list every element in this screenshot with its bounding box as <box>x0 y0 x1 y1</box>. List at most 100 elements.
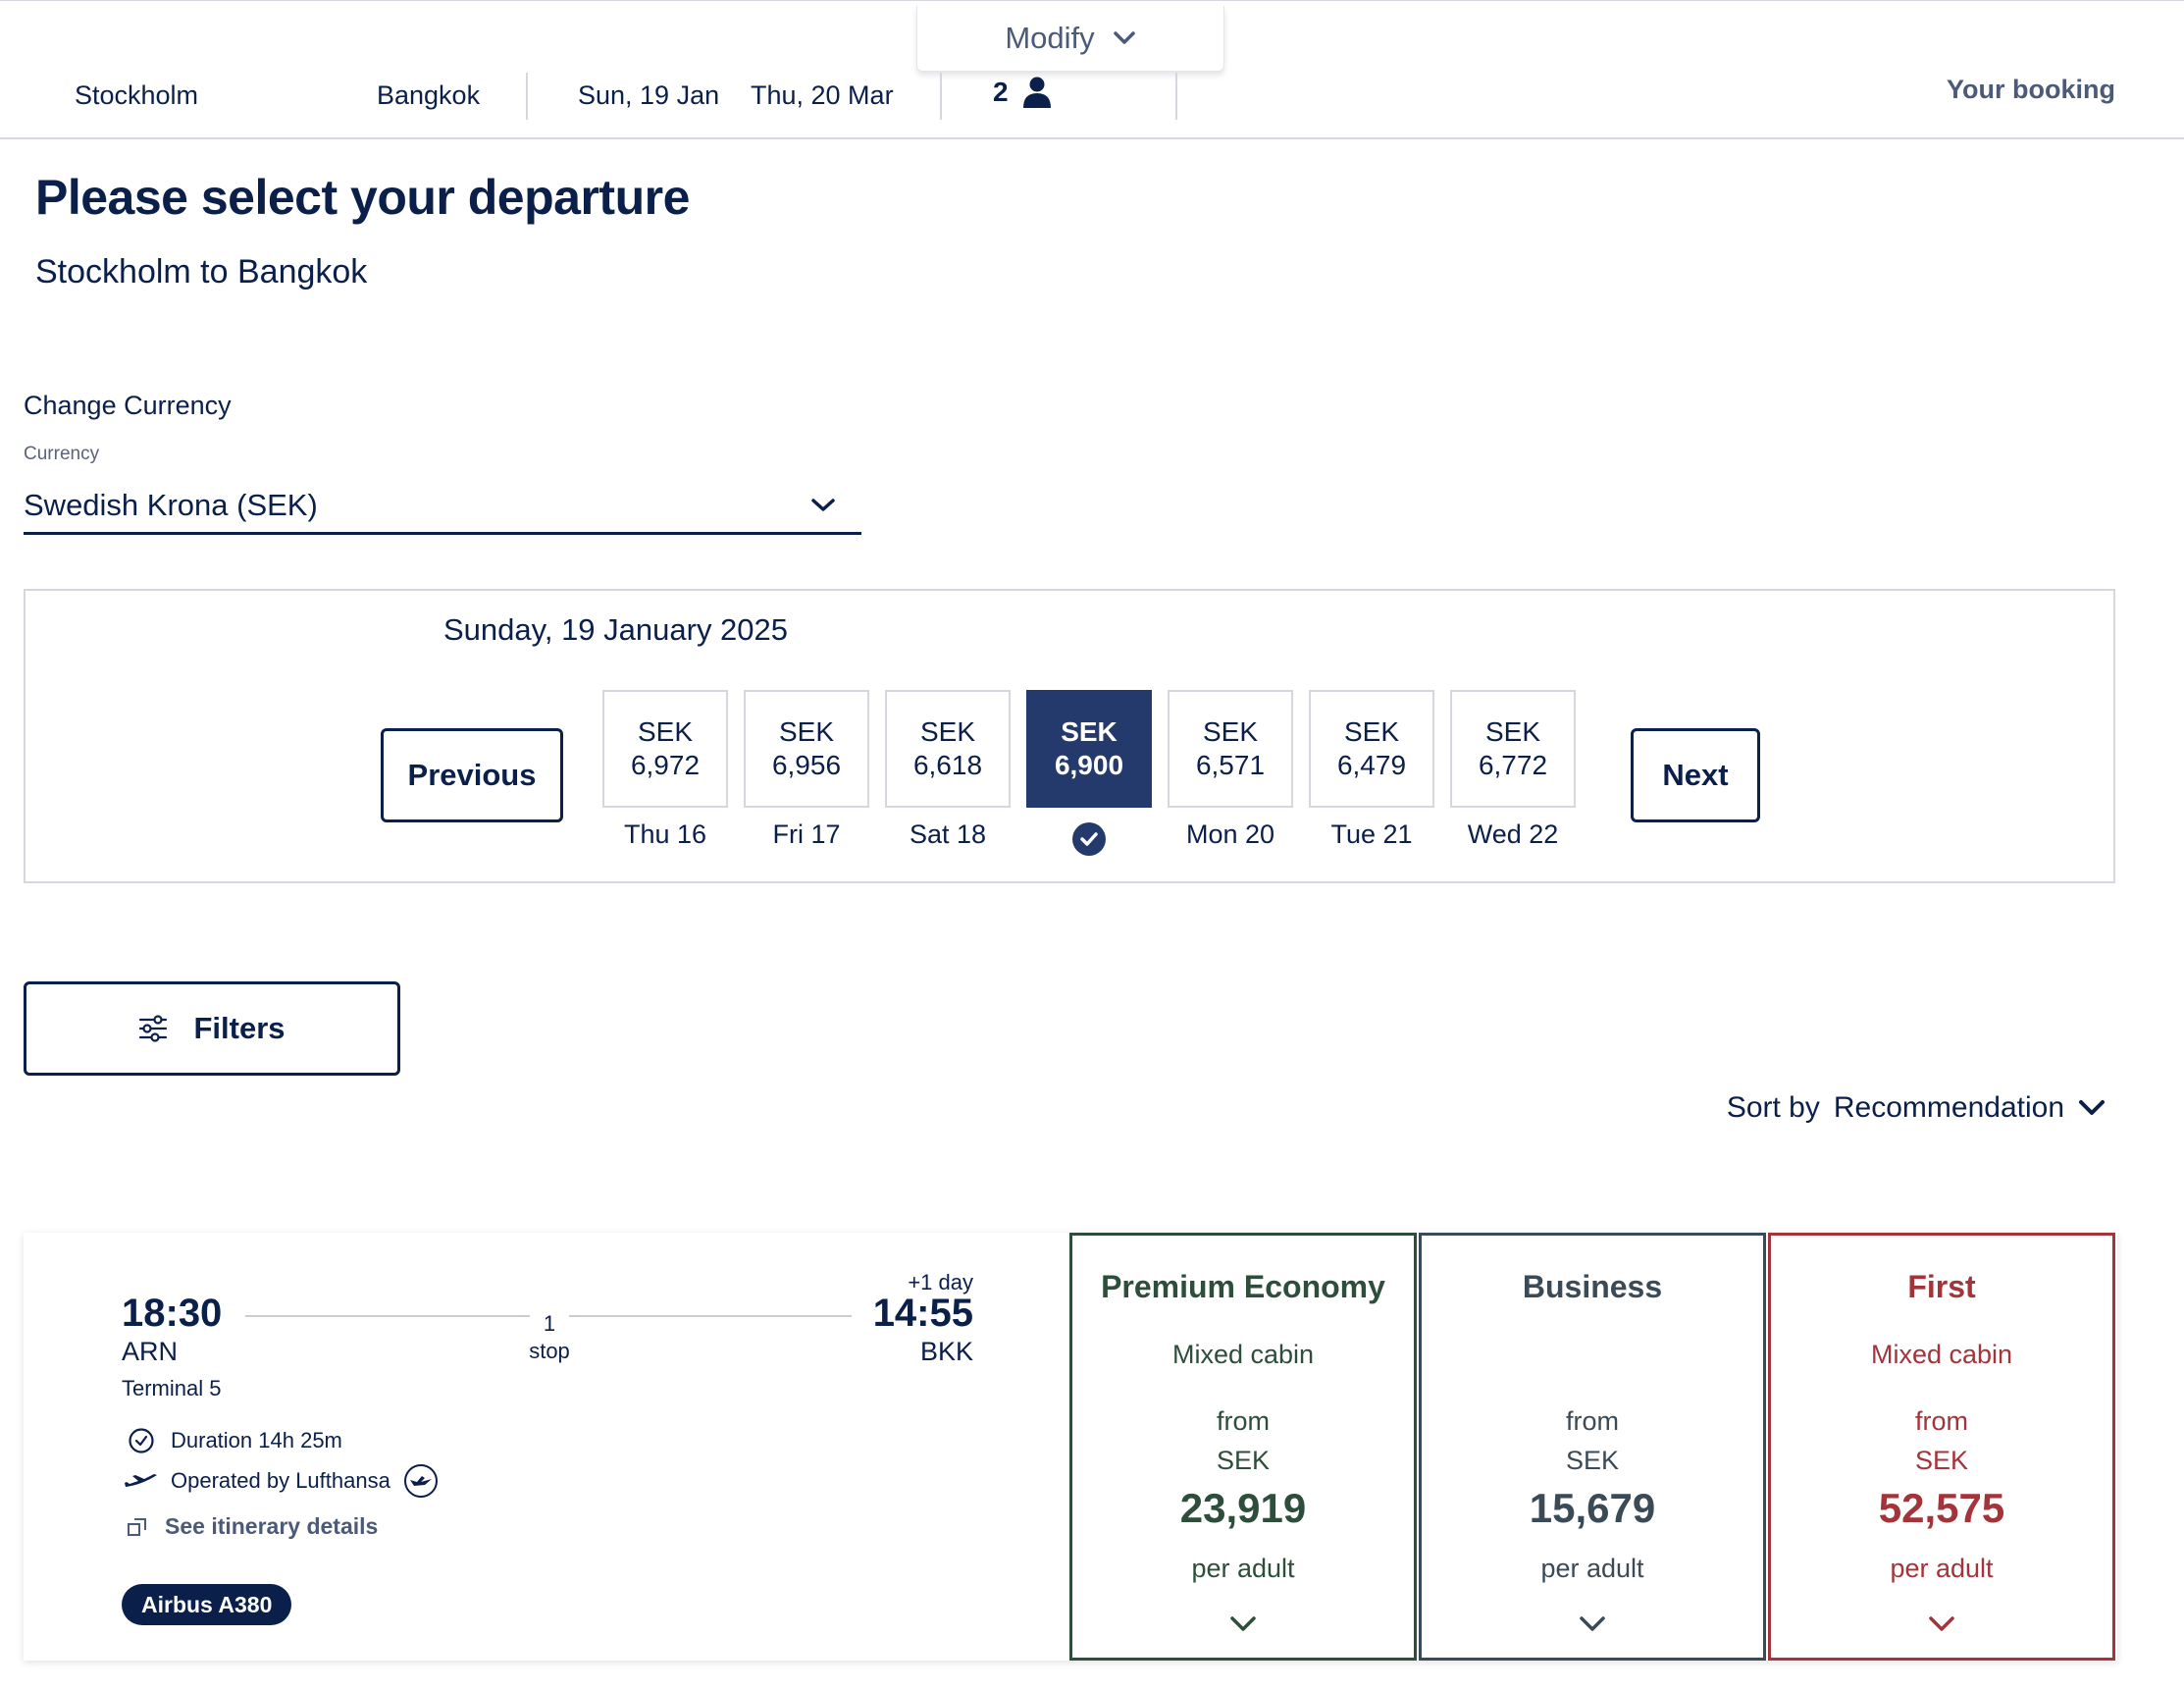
filters-button[interactable]: Filters <box>24 981 400 1076</box>
page-subtitle: Stockholm to Bangkok <box>35 253 368 290</box>
fare-price: 52,575 <box>1878 1485 2005 1531</box>
fare-cabin: Mixed cabin <box>1171 1340 1315 1369</box>
day-price: 6,972 <box>630 750 701 780</box>
route-line <box>569 1315 852 1317</box>
header-divider <box>526 73 528 120</box>
stops-label: stop <box>529 1339 570 1363</box>
header-divider <box>1175 73 1177 120</box>
day-currency: SEK <box>1343 716 1400 747</box>
chevron-down-icon <box>2079 1100 2105 1115</box>
day-label: Fri 17 <box>772 819 841 849</box>
duration-text: Duration 14h 25m <box>171 1428 342 1452</box>
fare-currency: SEK <box>1914 1446 1969 1475</box>
route-line <box>245 1315 530 1317</box>
day-currency: SEK <box>1061 716 1118 747</box>
day-label: Sat 18 <box>909 819 987 849</box>
passenger-count[interactable]: 2 <box>993 77 1052 108</box>
day-price: 6,772 <box>1478 750 1548 780</box>
change-currency-label: Change Currency <box>24 391 232 420</box>
origin-text[interactable]: Stockholm <box>75 80 199 110</box>
day-option-sat-18[interactable]: SEK 6,618 <box>885 690 1011 808</box>
filters-label: Filters <box>193 1011 286 1045</box>
chevron-down-icon <box>1580 1616 1605 1631</box>
passenger-number: 2 <box>993 77 1009 107</box>
fare-premium-economy[interactable]: Premium Economy Mixed cabin from SEK 23,… <box>1069 1233 1417 1661</box>
day-option-thu-16[interactable]: SEK 6,972 <box>602 690 728 808</box>
departure-airport: ARN <box>122 1337 179 1366</box>
chevron-down-icon <box>1929 1616 1954 1631</box>
day-option-wed-22[interactable]: SEK 6,772 <box>1450 690 1576 808</box>
arrival-time: 14:55 <box>872 1292 973 1335</box>
lufthansa-logo-icon <box>403 1464 438 1498</box>
fare-price: 15,679 <box>1529 1485 1656 1531</box>
fare-currency: SEK <box>1565 1446 1620 1475</box>
departure-time: 18:30 <box>122 1292 223 1335</box>
day-label: Wed 22 <box>1467 819 1559 849</box>
airplane-icon <box>125 1474 157 1487</box>
day-label: Mon 20 <box>1185 819 1275 849</box>
sort-dropdown[interactable]: Sort by Recommendation <box>1727 1091 2106 1125</box>
page-title: Please select your departure <box>35 170 690 225</box>
top-border <box>0 0 2184 1</box>
date-selector-panel <box>24 589 2115 883</box>
clock-icon <box>129 1428 154 1453</box>
fare-name: Premium Economy <box>1101 1269 1385 1304</box>
currency-value: Swedish Krona (SEK) <box>24 488 318 522</box>
fare-price: 23,919 <box>1179 1485 1307 1531</box>
day-offset: +1 day <box>908 1270 973 1294</box>
next-button[interactable]: Next <box>1631 728 1760 822</box>
person-icon <box>1022 77 1051 108</box>
depart-date[interactable]: Sun, 19 Jan <box>578 80 720 110</box>
day-price: 6,479 <box>1336 750 1407 780</box>
day-label: Tue 21 <box>1330 819 1413 849</box>
currency-select[interactable]: Swedish Krona (SEK) <box>24 479 861 535</box>
fare-from: from <box>1915 1406 1968 1436</box>
itinerary-link-text: See itinerary details <box>165 1513 379 1539</box>
day-price: 6,571 <box>1195 750 1266 780</box>
modify-button[interactable]: Modify <box>916 6 1224 72</box>
chevron-down-icon <box>1113 31 1135 44</box>
your-booking-link[interactable]: Your booking <box>1947 75 2115 104</box>
day-currency: SEK <box>778 716 835 747</box>
chevron-down-icon <box>1230 1616 1256 1631</box>
fare-from: from <box>1566 1406 1619 1436</box>
sort-value: Recommendation <box>1833 1091 2064 1124</box>
return-date[interactable]: Thu, 20 Mar <box>751 80 894 110</box>
day-option-tue-21[interactable]: SEK 6,479 <box>1309 690 1434 808</box>
selected-date-heading: Sunday, 19 January 2025 <box>443 612 789 647</box>
day-price: 6,618 <box>912 750 983 780</box>
destination-text[interactable]: Bangkok <box>377 80 481 110</box>
duration-row: Duration 14h 25m <box>128 1427 342 1454</box>
fare-per: per adult <box>1191 1554 1295 1583</box>
previous-button[interactable]: Previous <box>381 728 563 822</box>
day-option-mon-20[interactable]: SEK 6,571 <box>1168 690 1293 808</box>
day-currency: SEK <box>1202 716 1259 747</box>
departure-terminal: Terminal 5 <box>122 1376 222 1400</box>
aircraft-badge: Airbus A380 <box>122 1584 292 1625</box>
arrival-airport: BKK <box>919 1337 973 1366</box>
check-circle-icon <box>1072 822 1106 856</box>
sliders-icon <box>139 1015 168 1042</box>
day-option-selected[interactable]: SEK 6,900 <box>1026 690 1152 808</box>
currency-field-label: Currency <box>24 444 100 464</box>
fare-name: First <box>1907 1269 1976 1304</box>
operator-text: Operated by Lufthansa <box>171 1468 390 1493</box>
day-option-fri-17[interactable]: SEK 6,956 <box>744 690 869 808</box>
fare-from: from <box>1217 1406 1270 1436</box>
day-currency: SEK <box>637 716 694 747</box>
fare-first[interactable]: First Mixed cabin from SEK 52,575 per ad… <box>1768 1233 2115 1661</box>
fare-cabin: Mixed cabin <box>1870 1340 2013 1369</box>
fare-per: per adult <box>1540 1554 1644 1583</box>
external-window-icon <box>128 1517 146 1536</box>
fare-name: Business <box>1522 1269 1663 1304</box>
fare-business[interactable]: Business from SEK 15,679 per adult <box>1419 1233 1766 1661</box>
itinerary-details-link[interactable]: See itinerary details <box>126 1513 378 1540</box>
header-divider-line <box>0 137 2184 139</box>
day-currency: SEK <box>1484 716 1541 747</box>
day-price: 6,956 <box>771 750 842 780</box>
modify-label: Modify <box>1005 21 1095 55</box>
header-divider <box>940 73 942 120</box>
sort-label: Sort by <box>1726 1091 1820 1124</box>
stops-count: 1 <box>543 1311 556 1336</box>
fare-per: per adult <box>1890 1554 1994 1583</box>
